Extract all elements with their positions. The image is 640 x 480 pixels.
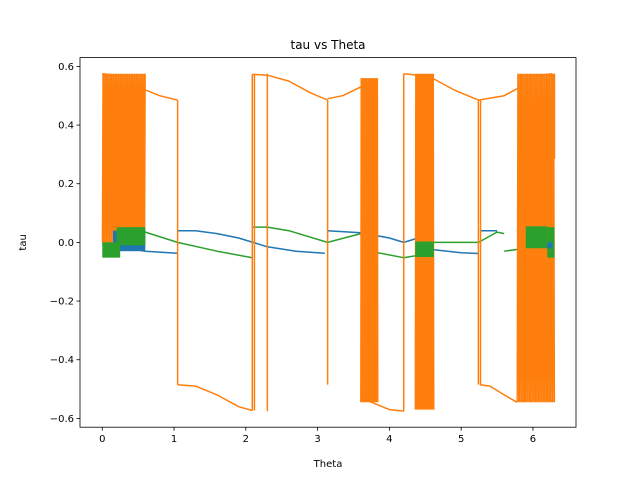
x-axis-title: Theta <box>313 459 343 470</box>
dense-band-3 <box>116 227 146 246</box>
series-3-oscillation-2 <box>360 78 379 403</box>
y-tick-label: 0.6 <box>58 62 74 73</box>
dense-band-7 <box>547 242 553 249</box>
x-tick-label: 1 <box>171 434 177 445</box>
plot-area <box>101 72 556 412</box>
x-axis: 0 1 2 3 4 5 6 <box>99 427 536 445</box>
series-1-segment-4 <box>433 248 479 255</box>
x-tick-label: 2 <box>243 434 249 445</box>
x-tick-label: 0 <box>99 434 105 445</box>
x-tick-label: 6 <box>530 434 536 445</box>
series-3-segment-3 <box>252 73 328 101</box>
series-group <box>101 72 556 412</box>
series-2-segment-4 <box>433 231 505 244</box>
x-tick-label: 3 <box>314 434 320 445</box>
y-tick-label: −0.4 <box>50 355 74 366</box>
dense-band-4 <box>415 241 434 258</box>
dense-band-5 <box>525 226 548 249</box>
series-3-oscillation-3 <box>414 73 435 410</box>
x-tick-label: 5 <box>458 434 464 445</box>
series-3-segment-4 <box>327 86 362 100</box>
chart-title: tau vs Theta <box>290 38 365 52</box>
y-axis-title: tau <box>18 234 29 250</box>
y-tick-label: −0.6 <box>50 414 74 425</box>
series-3-oscillation-1 <box>101 73 146 243</box>
series-2-segment-2 <box>252 226 361 244</box>
y-tick-label: −0.2 <box>50 297 74 308</box>
y-tick-label: 0.4 <box>58 121 74 132</box>
series-3 <box>101 72 556 412</box>
y-axis: −0.6 −0.4 −0.2 0.0 0.2 0.4 0.6 <box>50 62 80 425</box>
y-tick-label: 0.0 <box>58 238 74 249</box>
series-3-segment-2 <box>177 383 253 412</box>
y-tick-label: 0.2 <box>58 179 74 190</box>
series-3-oscillation-4 <box>516 73 556 403</box>
series-3-segment-7 <box>479 383 518 403</box>
x-tick-label: 4 <box>386 434 392 445</box>
dense-band-2 <box>102 242 121 258</box>
series-1-segment-2 <box>177 229 325 255</box>
